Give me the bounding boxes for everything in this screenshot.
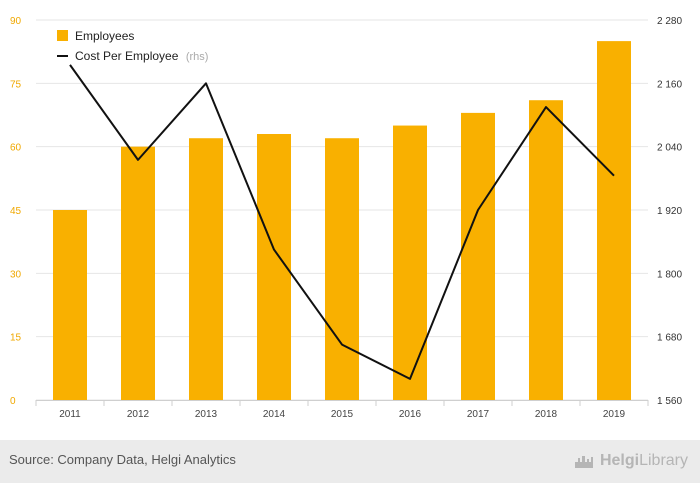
bar [189,138,223,400]
bar [461,112,495,400]
y-left-tick-label: 60 [10,143,22,154]
x-tick-label: 2018 [535,409,558,420]
y-left-tick-label: 30 [10,269,22,280]
city-skyline-icon [574,456,593,468]
bar [121,146,155,400]
logo-text-helgi: Helgi [599,452,640,469]
x-tick-label: 2015 [331,409,354,420]
source-note: Source: Company Data, Helgi Analytics [9,452,236,467]
y-axis-left: 0 15 30 45 60 75 90 [10,16,22,407]
logo-text-library: Library [639,452,688,469]
footer: Source: Company Data, Helgi Analytics He… [0,440,700,483]
x-tick-label: 2012 [127,409,150,420]
y-right-tick-label: 1 800 [657,269,682,280]
bar [393,125,427,401]
y-left-tick-label: 90 [10,16,22,27]
y-right-tick-label: 1 680 [657,333,682,344]
line-path [69,64,615,380]
x-tick-label: 2013 [195,409,218,420]
y-left-tick-label: 45 [10,206,22,217]
legend: Employees Cost Per Employee (rhs) [57,29,208,64]
legend-label-cost-per-employee: Cost Per Employee (rhs) [75,47,208,64]
bar [53,210,87,400]
bar-series-employees [53,41,631,401]
helgi-library-logo: Helgi Library [574,449,688,473]
y-axis-right: 1 560 1 680 1 800 1 920 2 040 2 160 2 280 [657,16,682,407]
bar [597,41,631,400]
y-right-tick-label: 1 560 [657,396,682,407]
y-right-tick-label: 2 280 [657,16,682,27]
bar [529,100,563,400]
y-left-tick-label: 0 [10,396,16,407]
y-right-tick-label: 2 040 [657,143,682,154]
x-tick-label: 2017 [467,409,490,420]
x-axis: 2011 2012 2013 2014 2015 2016 2017 2018 2019 [35,400,649,420]
y-right-tick-label: 1 920 [657,206,682,217]
chart: 2011 2012 2013 2014 2015 2016 2017 2018 2019 0 15… [10,16,682,420]
line-series-cost-per-employee [69,64,615,380]
legend-label-employees: Employees [75,29,134,43]
y-left-tick-label: 15 [10,333,22,344]
y-left-tick-label: 75 [10,79,22,90]
legend-label-rhs-suffix: (rhs) [186,51,209,63]
bar [325,138,359,400]
y-right-tick-label: 2 160 [657,79,682,90]
x-tick-label: 2019 [603,409,626,420]
x-tick-label: 2011 [59,409,81,420]
x-tick-label: 2016 [399,409,422,420]
legend-label-cost-per-employee-name: Cost Per Employee [75,49,179,63]
legend-swatch-employees [57,30,68,41]
x-tick-label: 2014 [263,409,286,420]
